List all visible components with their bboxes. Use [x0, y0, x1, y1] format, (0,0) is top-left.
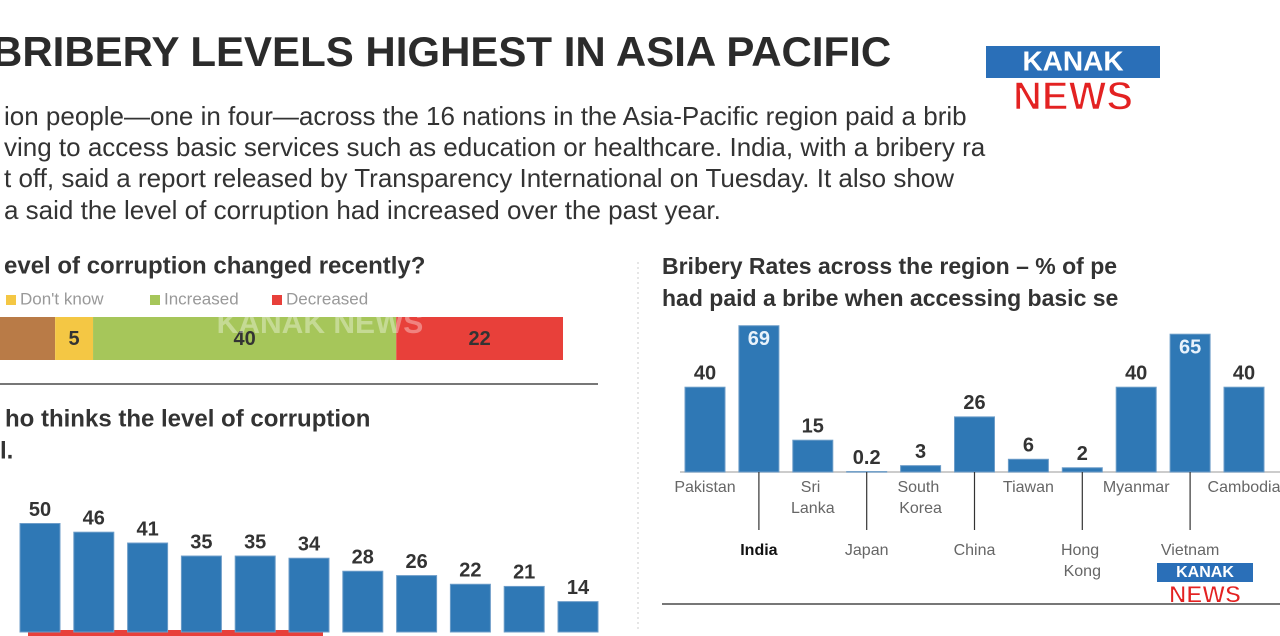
logo-bottom: NEWS: [1169, 581, 1241, 608]
value-label: 28: [352, 547, 374, 569]
legend-label: Decreased: [286, 289, 368, 308]
value-label: 40: [1125, 362, 1147, 384]
x-tick-label: Cambodia: [1208, 479, 1280, 496]
value-label: 5: [69, 328, 80, 350]
legend-swatch: [150, 295, 160, 305]
bar: [738, 325, 780, 473]
bar: [342, 570, 384, 633]
bar-segment: [55, 317, 94, 360]
value-label: 14: [567, 577, 590, 599]
value-label: 34: [298, 534, 321, 556]
legend-label: Increased: [164, 289, 239, 308]
watermark: KANAK NEWS: [217, 307, 424, 340]
legend-label: Don't know: [20, 289, 104, 308]
x-tick-label: Sri Lanka: [791, 479, 835, 517]
value-label: 35: [244, 531, 266, 553]
section-title: Bribery Rates across the region – % of p…: [662, 253, 1117, 279]
accent-strip: [28, 630, 323, 636]
x-tick-label: Vietnam: [1161, 542, 1219, 559]
bar: [792, 439, 834, 473]
value-label: 69: [748, 328, 770, 350]
bar: [449, 583, 491, 633]
x-tick-label: Tiawan: [1003, 479, 1054, 496]
value-label: 50: [29, 499, 51, 521]
bar: [503, 585, 545, 633]
intro-line: a said the level of corruption had incre…: [4, 195, 721, 225]
bar-segment: [396, 317, 563, 360]
x-tick-label: Myanmar: [1103, 479, 1170, 496]
legend-swatch: [6, 295, 16, 305]
bar: [900, 465, 942, 473]
value-label: 40: [1233, 362, 1255, 384]
logo: KANAK NEWS: [986, 45, 1160, 119]
bar: [288, 557, 330, 633]
value-label: 35: [190, 531, 212, 553]
bar: [1061, 467, 1103, 473]
logo-top: KANAK: [1176, 564, 1234, 581]
bar: [1223, 386, 1265, 473]
logo-bottom: NEWS: [1013, 75, 1133, 119]
value-label: 26: [963, 392, 985, 414]
intro-line: t off, said a report released by Transpa…: [4, 163, 954, 193]
logo-box: [1157, 563, 1253, 582]
section-title: l.: [0, 437, 13, 464]
bar: [684, 386, 726, 473]
value-label: 0.2: [853, 447, 881, 469]
bar: [396, 575, 438, 633]
bar-segment: [93, 317, 397, 360]
value-label: 22: [459, 560, 481, 582]
bar: [557, 601, 599, 633]
bar: [73, 531, 115, 633]
bar: [180, 555, 222, 633]
intro-line: ion people—one in four—across the 16 nat…: [4, 101, 967, 131]
value-label: 22: [468, 328, 490, 350]
value-label: 41: [136, 518, 158, 540]
bar: [234, 555, 276, 633]
bar: [954, 416, 995, 473]
value-label: 65: [1179, 336, 1201, 358]
value-label: 46: [83, 507, 105, 529]
logo-box: [986, 46, 1160, 78]
headline: BRIBERY LEVELS HIGHEST IN ASIA PACIFIC: [0, 28, 891, 75]
x-tick-label: South Korea: [897, 479, 943, 517]
section-title: ho thinks the level of corruption: [5, 405, 370, 432]
value-label: 15: [802, 415, 824, 437]
value-label: 40: [694, 362, 716, 384]
section-title: had paid a bribe when accessing basic se: [662, 285, 1118, 311]
bar-segment: [0, 317, 56, 360]
x-tick-label: China: [954, 542, 996, 559]
bar: [1007, 458, 1049, 473]
x-tick-label: Hong Kong: [1061, 542, 1104, 580]
value-label: 2: [1077, 443, 1088, 465]
x-tick-label: Japan: [845, 542, 889, 559]
value-label: 40: [234, 328, 256, 350]
logo: KANAK NEWS: [1157, 563, 1253, 609]
logo-top: KANAK: [1022, 45, 1123, 76]
bar: [1115, 386, 1157, 473]
value-label: 6: [1023, 435, 1034, 457]
bar: [19, 523, 61, 633]
legend-swatch: [272, 295, 282, 305]
value-label: 26: [405, 551, 427, 573]
section-title: evel of corruption changed recently?: [4, 252, 425, 279]
value-label: 21: [513, 562, 535, 584]
plots: 5 Don't know 40 Increased 22 Decreased 50 46 41 3…: [0, 289, 1280, 633]
value-label: 3: [915, 441, 926, 463]
x-tick-label: Pakistan: [674, 479, 735, 496]
intro-line: ving to access basic services such as ed…: [4, 132, 986, 162]
x-tick-label: India: [740, 542, 777, 559]
bar: [127, 542, 169, 633]
